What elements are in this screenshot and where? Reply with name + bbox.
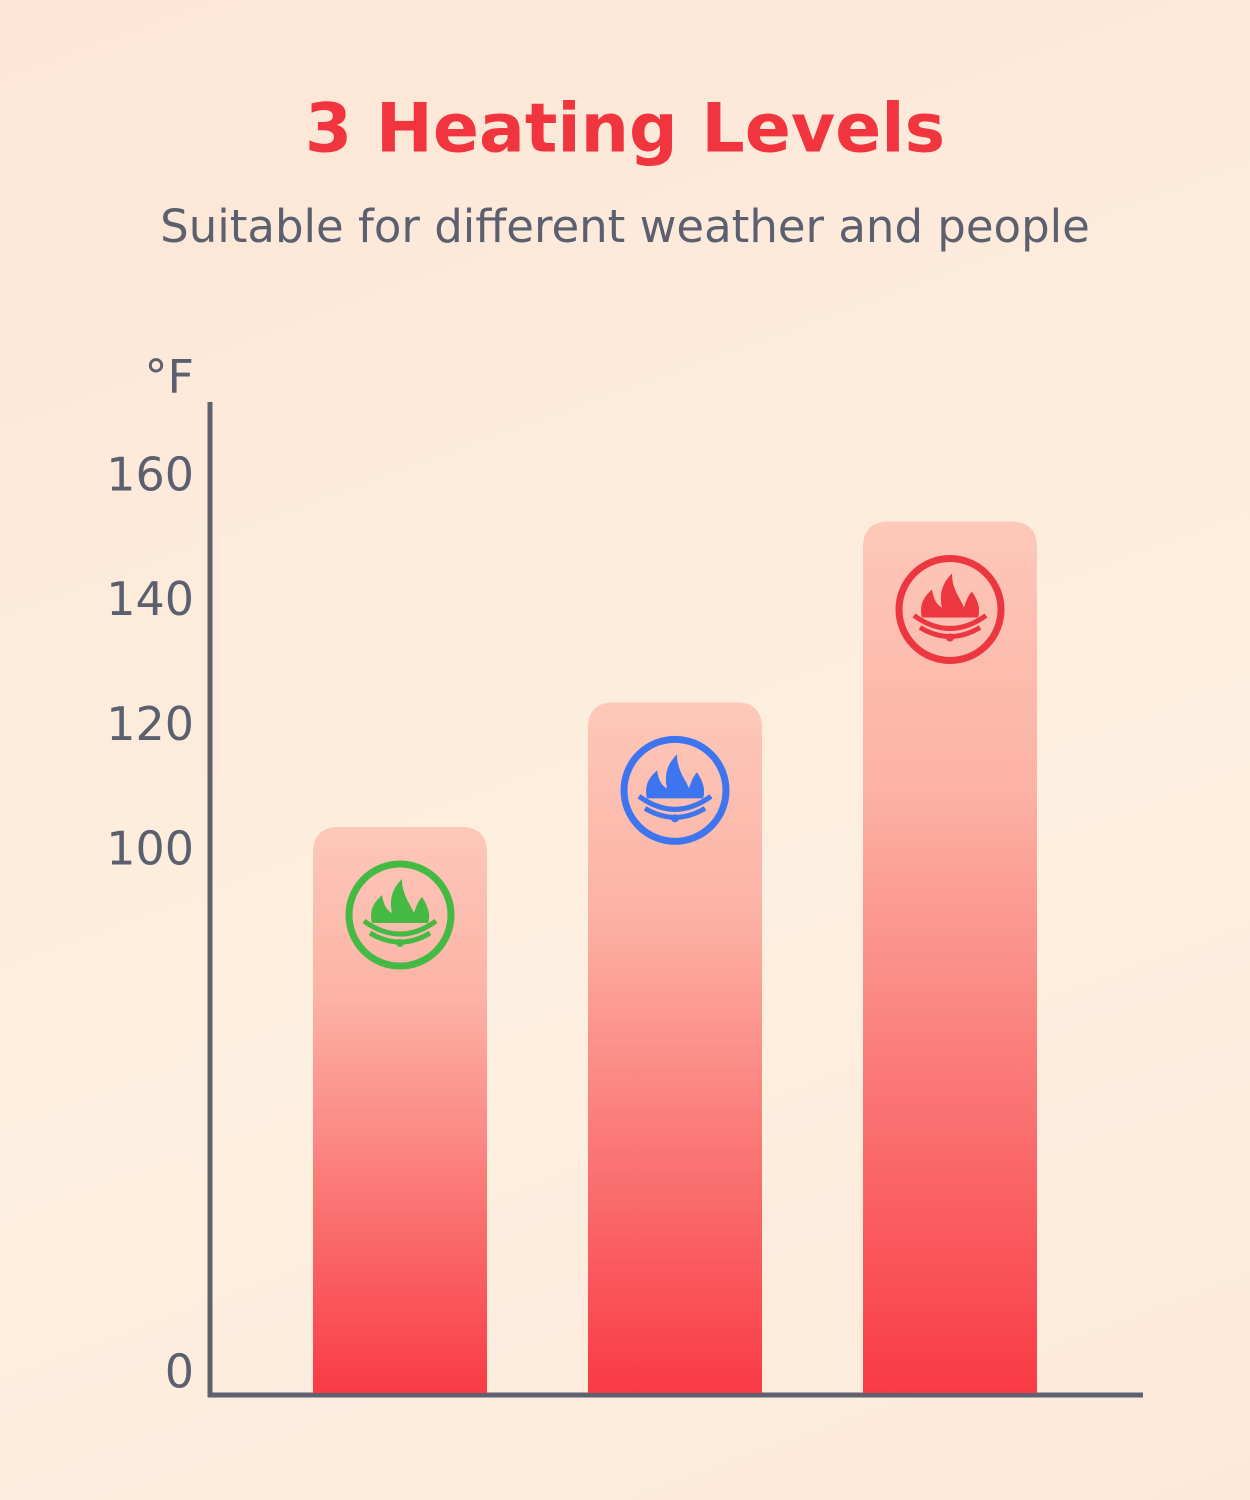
bar <box>863 521 1037 1393</box>
chart-subtitle: Suitable for different weather and peopl… <box>160 200 1090 253</box>
icon-dot <box>946 633 954 642</box>
y-tick-label: 100 <box>106 822 194 876</box>
y-tick-label: 140 <box>106 572 194 626</box>
icon-ring <box>620 735 730 845</box>
icon-dot <box>671 814 679 823</box>
y-tick-label: 160 <box>106 447 194 501</box>
heat-icon <box>345 860 455 970</box>
y-tick-label: 120 <box>106 697 194 751</box>
bar <box>588 702 762 1393</box>
icon-dot <box>396 939 404 948</box>
icon-ring <box>345 860 455 970</box>
heat-icon <box>620 735 730 845</box>
icon-flame <box>371 879 430 924</box>
heat-icon <box>895 554 1005 664</box>
y-tick-label: 0 <box>165 1345 194 1399</box>
bar <box>313 827 487 1393</box>
chart-title: 3 Heating Levels <box>305 90 945 169</box>
icon-flame <box>646 754 705 799</box>
icon-ring <box>895 554 1005 664</box>
y-axis-label: °F <box>145 350 194 404</box>
icon-flame <box>921 573 980 618</box>
